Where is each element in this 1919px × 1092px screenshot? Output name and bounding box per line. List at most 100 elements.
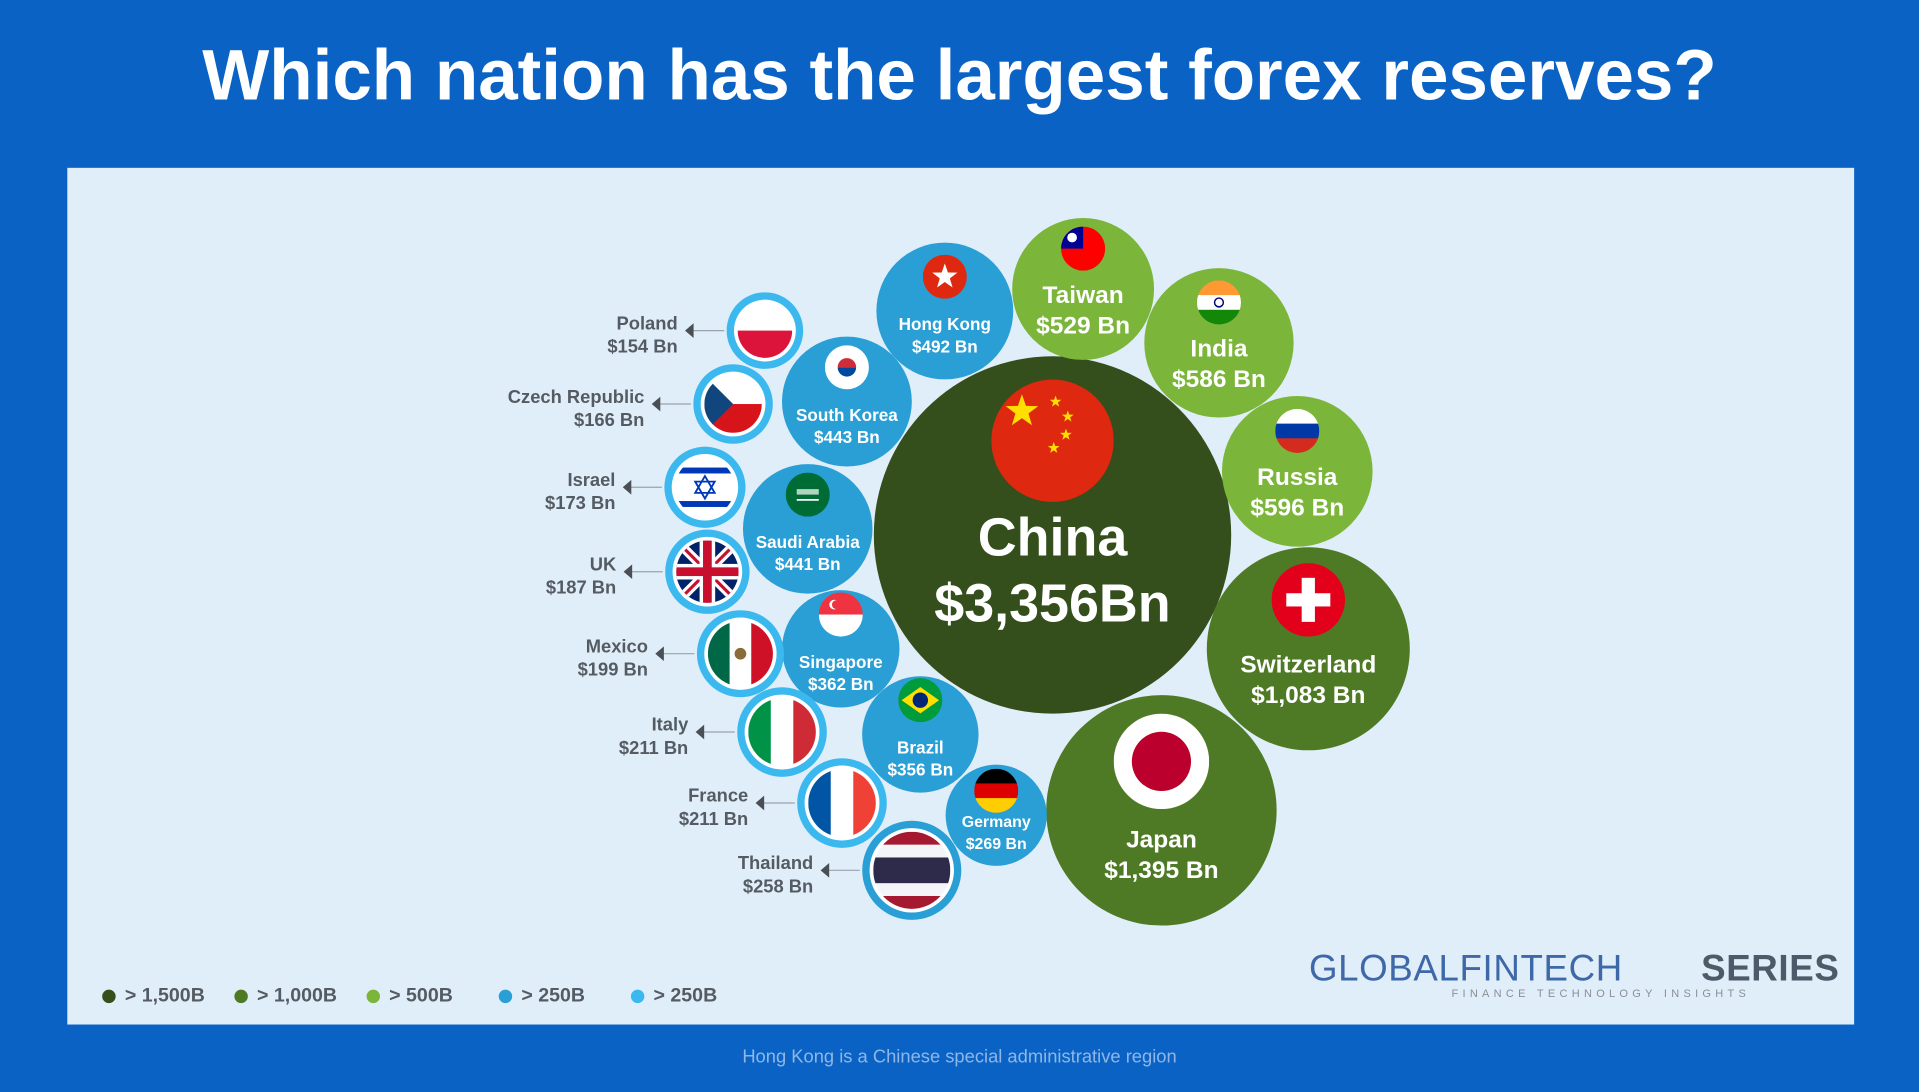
flag-part bbox=[837, 358, 857, 368]
label-name: Czech Republic bbox=[508, 386, 645, 407]
bubble-value: $362 Bn bbox=[808, 674, 874, 694]
flag-part bbox=[808, 769, 832, 837]
bubble bbox=[876, 242, 1014, 380]
logo-tagline: FINANCE TECHNOLOGY INSIGHTS bbox=[1451, 988, 1750, 1000]
bubble-value: $596 Bn bbox=[1250, 495, 1344, 522]
flag-part bbox=[703, 540, 712, 603]
label-value: $154 Bn bbox=[607, 336, 677, 357]
bubble bbox=[1012, 218, 1155, 360]
flag-part bbox=[818, 614, 863, 637]
bubbles: China$3,356Bn Japan $1,395 Bn Switzerland $1… bbox=[508, 218, 1410, 926]
flag-part bbox=[1196, 280, 1241, 296]
pointer-arrow bbox=[651, 396, 661, 412]
logo-brand-bold: SERIES bbox=[1701, 947, 1839, 988]
flag-part bbox=[1131, 731, 1192, 791]
bubble bbox=[945, 764, 1047, 866]
pointer-arrow bbox=[622, 479, 632, 495]
flag-part bbox=[675, 487, 735, 502]
bubble bbox=[862, 676, 979, 793]
flag bbox=[824, 345, 869, 390]
pointer-arrow bbox=[623, 564, 633, 580]
flag-part bbox=[974, 768, 1019, 785]
label-value: $211 Bn bbox=[619, 737, 688, 758]
flag-part bbox=[837, 367, 857, 377]
flag-part bbox=[770, 698, 794, 766]
bubble-value: $1,083 Bn bbox=[1251, 682, 1365, 709]
flag bbox=[748, 698, 816, 766]
flag-part bbox=[704, 375, 734, 433]
flag-part bbox=[1049, 395, 1062, 407]
flag-part bbox=[734, 647, 747, 660]
pointer-arrow bbox=[820, 862, 830, 878]
label-value: $173 Bn bbox=[545, 492, 615, 513]
flag-part bbox=[818, 592, 863, 616]
flag bbox=[1271, 563, 1346, 637]
label-name: Mexico bbox=[586, 635, 648, 656]
flag-part bbox=[1213, 297, 1225, 308]
bubble bbox=[1206, 547, 1410, 751]
bubble-value: $529 Bn bbox=[1036, 312, 1130, 339]
flag-part bbox=[1047, 441, 1060, 453]
bubble-name: Saudi Arabia bbox=[756, 532, 861, 552]
flag bbox=[785, 472, 830, 517]
flag-part bbox=[751, 621, 773, 687]
flag bbox=[707, 621, 773, 687]
flag-part bbox=[1275, 438, 1320, 453]
legend-marker bbox=[366, 989, 381, 1004]
flag-part bbox=[932, 263, 958, 288]
label-value: $258 Bn bbox=[743, 875, 813, 896]
flag bbox=[1196, 280, 1241, 325]
label-name: Israel bbox=[567, 469, 615, 490]
pointer-arrow bbox=[695, 724, 705, 740]
flag bbox=[675, 457, 735, 517]
bubble-value: $1,395 Bn bbox=[1104, 857, 1218, 884]
flag-part bbox=[796, 489, 819, 495]
bubble-value: $492 Bn bbox=[912, 336, 978, 356]
bubble-value: $441 Bn bbox=[775, 554, 841, 574]
flag-part bbox=[1060, 428, 1072, 440]
flag-part bbox=[912, 692, 929, 708]
bubble bbox=[782, 590, 900, 708]
flag-part bbox=[675, 506, 735, 517]
flag bbox=[1061, 226, 1106, 271]
legend-label: > 250B bbox=[521, 985, 585, 1007]
flag-part bbox=[1196, 295, 1241, 311]
bubble-value: $3,356Bn bbox=[934, 573, 1170, 633]
flag-part bbox=[873, 857, 951, 884]
bubble-value: $586 Bn bbox=[1172, 366, 1266, 393]
flag-part bbox=[1005, 394, 1039, 426]
flag-part bbox=[707, 621, 731, 687]
flag bbox=[1113, 713, 1210, 810]
bubble-value: $269 Bn bbox=[966, 836, 1027, 853]
bubble-name: Taiwan bbox=[1043, 282, 1124, 309]
logo-brand: GLOBALFINTECH bbox=[1309, 947, 1623, 988]
legend-label: > 500B bbox=[389, 985, 453, 1007]
flag bbox=[922, 254, 967, 299]
label-name: Italy bbox=[652, 714, 690, 735]
flag-part bbox=[873, 844, 951, 859]
flag bbox=[873, 831, 951, 909]
bubble-name: Russia bbox=[1257, 464, 1338, 491]
legend-label: > 1,000B bbox=[257, 985, 337, 1007]
flag-part bbox=[675, 467, 735, 475]
bubble bbox=[1046, 695, 1277, 926]
pointer-arrow bbox=[755, 795, 765, 811]
bubble-value: $356 Bn bbox=[887, 760, 953, 780]
flag-part bbox=[1275, 423, 1320, 439]
bubble-name: South Korea bbox=[796, 405, 898, 425]
legend: > 1,500B > 1,000B > 500B > 250B > 250B bbox=[102, 985, 717, 1007]
pointer-arrow bbox=[655, 646, 664, 662]
flag-part bbox=[693, 474, 717, 494]
legend-marker bbox=[498, 989, 513, 1004]
label-name: Thailand bbox=[738, 852, 813, 873]
bubble-name: Singapore bbox=[799, 652, 883, 672]
pointer-arrow bbox=[685, 323, 694, 338]
flag bbox=[808, 769, 876, 837]
flag bbox=[818, 592, 863, 637]
bubble-name: Japan bbox=[1126, 826, 1197, 853]
flag-part bbox=[1061, 410, 1074, 422]
legend-marker bbox=[102, 989, 116, 1004]
flag-part bbox=[1286, 593, 1331, 607]
flag-part bbox=[1067, 232, 1077, 243]
bubble-name: Switzerland bbox=[1240, 651, 1376, 678]
